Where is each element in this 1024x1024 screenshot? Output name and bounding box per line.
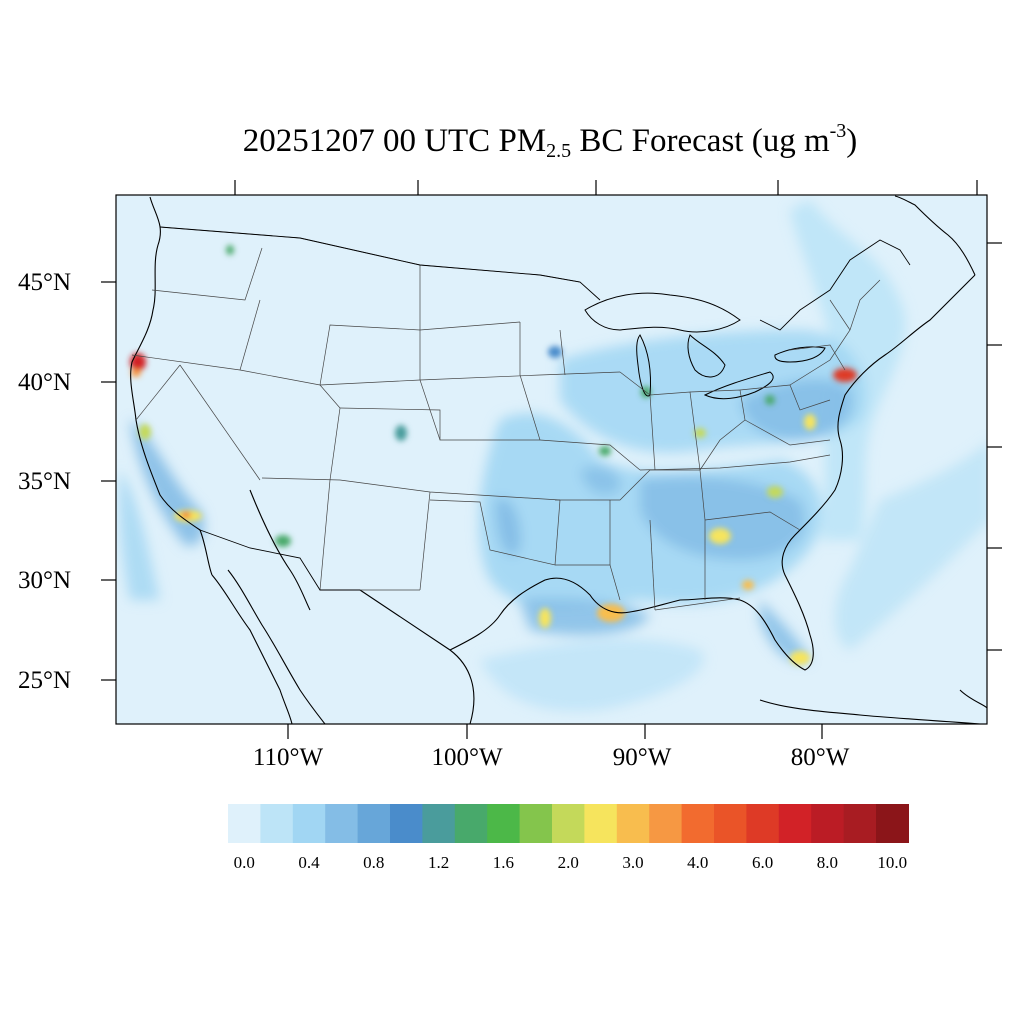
colorbar-tick-label: 0.8 xyxy=(363,853,385,872)
lat-label-45n: 45°N xyxy=(18,269,72,296)
colorbar-swatch xyxy=(519,804,553,843)
colorbar-swatch xyxy=(454,804,488,843)
colorbar-swatch xyxy=(811,804,845,843)
colorbar-swatch xyxy=(357,804,391,843)
colorbar-tick-label: 3.0 xyxy=(622,853,644,872)
title-prefix: 20251207 00 UTC PM xyxy=(242,123,547,159)
colorbar-tick-label: 0.4 xyxy=(298,853,320,872)
colorbar-tick-label: 10.0 xyxy=(877,853,908,872)
colorbar-swatch xyxy=(681,804,715,843)
colorbar-tick-label: 0.0 xyxy=(233,853,255,872)
colorbar-swatch xyxy=(487,804,521,843)
colorbar-tick-label: 1.6 xyxy=(492,853,515,872)
hotspot-charlotte xyxy=(767,486,783,498)
coastline xyxy=(130,195,987,724)
colorbar-swatch xyxy=(584,804,618,843)
colorbar-swatch xyxy=(876,804,909,843)
colorbar-swatch xyxy=(746,804,780,843)
hotspot-miami xyxy=(790,651,810,665)
colorbar-swatch xyxy=(390,804,423,843)
map-frame xyxy=(115,194,988,725)
hotspot-minneapolis xyxy=(548,346,562,358)
title-superscript: -3 xyxy=(829,120,847,142)
colorbar xyxy=(228,804,909,843)
colorbar-swatch xyxy=(228,804,261,843)
hotspot-memphis xyxy=(599,446,611,456)
colorbar-swatch xyxy=(260,804,294,843)
colorbar-tick-label: 6.0 xyxy=(751,853,774,872)
title-suffix: ) xyxy=(846,123,858,159)
colorbar-swatch xyxy=(649,804,683,843)
hotspot-nyc xyxy=(833,368,857,382)
colorbar-tick-label: 4.0 xyxy=(687,853,709,872)
title-subscript: 2.5 xyxy=(546,140,572,162)
lon-label-110w: 110°W xyxy=(252,744,324,771)
title-middle: BC Forecast (ug m xyxy=(571,123,830,159)
hotspot-dc xyxy=(804,414,816,430)
lat-label-30n: 30°N xyxy=(18,567,72,594)
colorbar-swatch xyxy=(325,804,359,843)
lon-label-90w: 90°W xyxy=(612,744,672,771)
colorbar-swatch xyxy=(714,804,747,843)
lat-label-40n: 40°N xyxy=(18,369,72,396)
international-borders xyxy=(159,226,911,591)
colorbar-tick-label: 8.0 xyxy=(816,853,839,872)
chart-title: 20251207 00 UTC PM2.5 BC Forecast (ug m-… xyxy=(0,120,1024,163)
axis-ticks xyxy=(101,180,1002,739)
hotspot-houston xyxy=(539,608,551,628)
colorbar-swatch xyxy=(616,804,650,843)
hotspot-atlanta xyxy=(709,528,731,544)
lat-label-35n: 35°N xyxy=(18,468,72,495)
hotspot-sacramento xyxy=(139,424,151,440)
colorbar-swatch xyxy=(778,804,812,843)
colorbar-tick-label: 1.2 xyxy=(427,853,450,872)
colorbar-swatch xyxy=(292,804,326,843)
colorbar-swatch xyxy=(843,804,877,843)
lon-label-100w: 100°W xyxy=(431,744,503,771)
great-lakes xyxy=(584,292,826,400)
colorbar-tick-label: 2.0 xyxy=(557,853,579,872)
hotspot-denver xyxy=(395,425,407,441)
state-boundaries xyxy=(131,226,881,611)
hotspot-phoenix xyxy=(275,535,291,547)
lat-label-25n: 25°N xyxy=(18,667,72,694)
colorbar-swatch xyxy=(422,804,456,843)
colorbar-swatch xyxy=(552,804,585,843)
lon-label-80w: 80°W xyxy=(790,744,850,771)
